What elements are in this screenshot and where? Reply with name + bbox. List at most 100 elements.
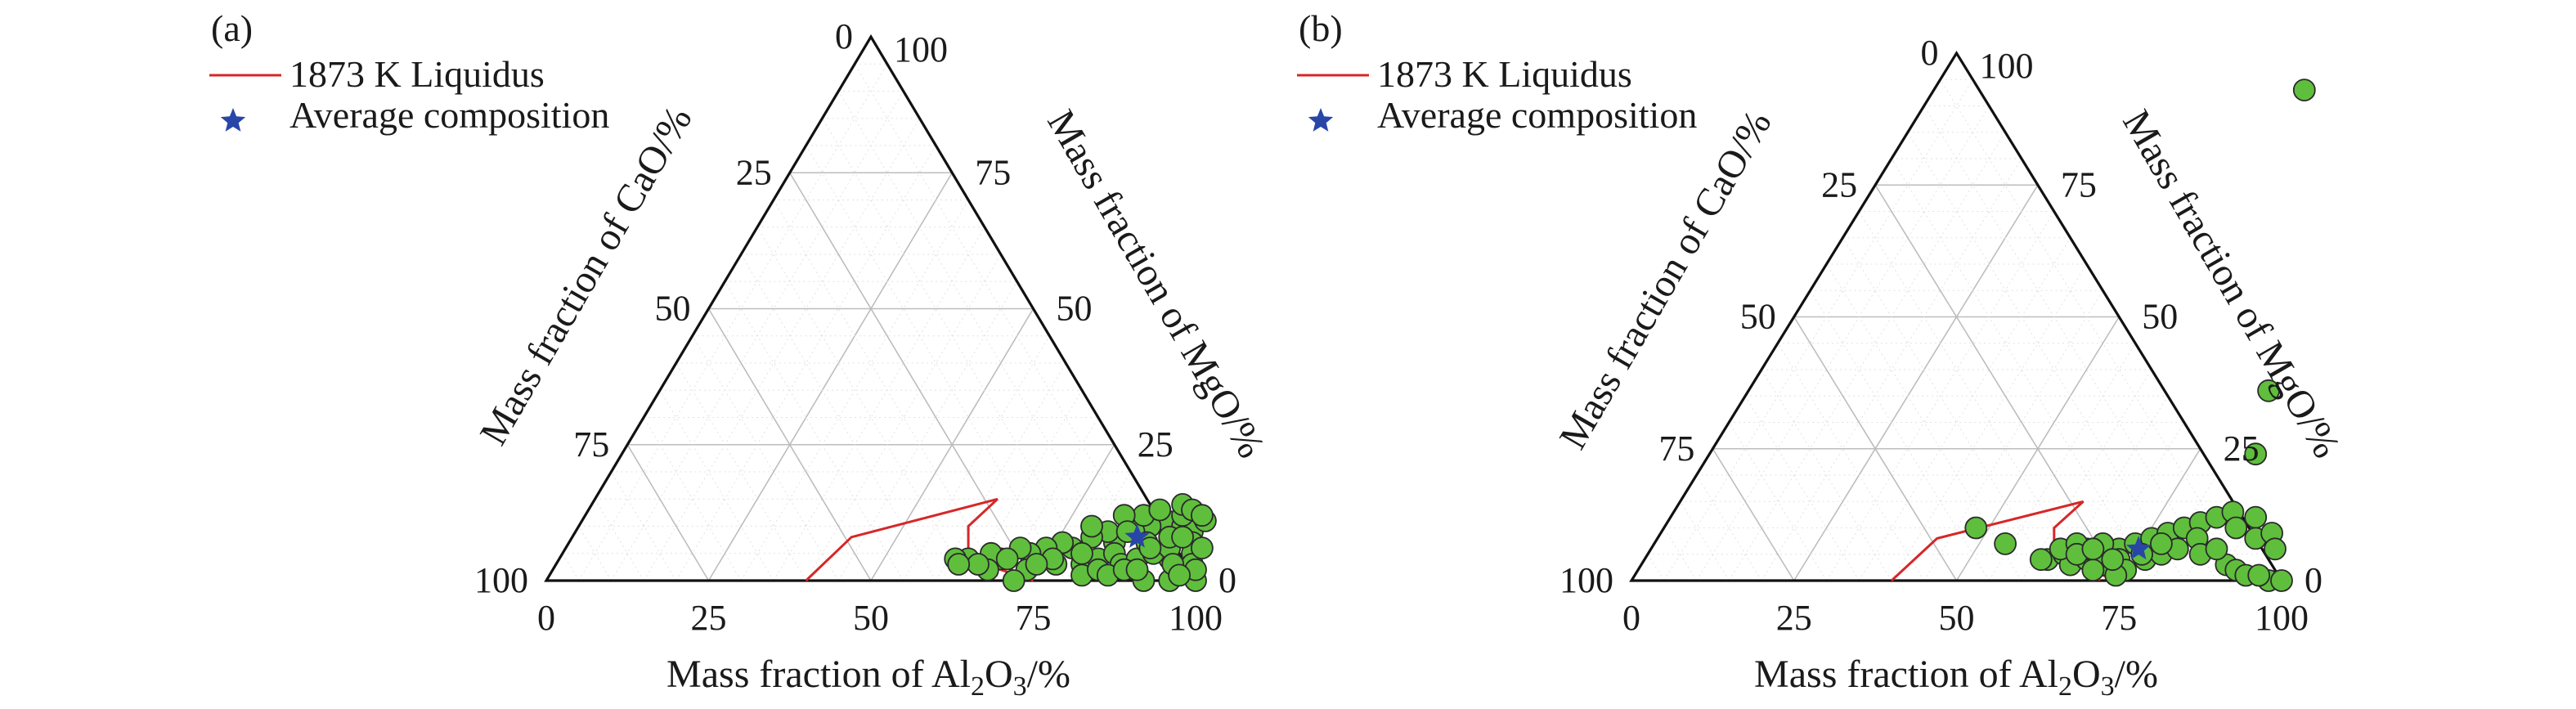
panel-a-tick-cao-50: 50 [655,289,691,329]
panel-b-tick-mgo-50: 50 [2142,297,2178,337]
panel-b-grid-cao-75 [1874,184,2120,581]
panel-a-grid-al2o3-15 [643,118,920,581]
panel-b-triangle-frame [1629,50,2284,582]
panel-a-tick-cao-0: 100 [474,560,528,600]
panel-b-tick-mgo-25: 25 [2224,429,2260,469]
panel-a-tick-mgo-50: 50 [1057,289,1093,329]
panel-b-legend: 1873 K Liquidus Average composition [1297,53,1697,136]
panel-b-grid-al2o3-25 [1793,184,2039,581]
panel-b-legend-average-label: Average composition [1377,94,1697,136]
panel-b-data-point-18 [2224,516,2248,540]
panel-b-label: (b) [1299,7,1343,49]
panel-a-grid-al2o3-45 [837,280,1018,581]
panel-a-grid-cao-80 [806,145,1066,581]
panel-b-frame [1629,50,2284,582]
panel-a-bottom-axis-title: Mass fraction of Al2O3/% [666,653,1070,702]
panel-b-data-point-45 [2149,532,2173,555]
panel-b-data-point-1 [2257,379,2281,402]
panel-a-grid-cao-50 [707,308,872,581]
panel-a-data-point-48 [1191,504,1214,527]
panel-b-data-point-28 [2247,563,2271,587]
panel-a-grid-cao-60 [740,254,936,581]
panel-a-tick-mgo-0: 0 [1218,560,1236,600]
panel-b-grid-cao-25 [1712,448,1795,581]
panel-a-grid-cao-40 [675,362,807,581]
panel-a-frame [544,34,1198,582]
panel-b-data-point-39 [2205,537,2228,561]
panel-b-grid-cao-80 [1891,158,2152,581]
panel-b-tick-al2o3-50: 50 [1939,598,1975,638]
panel-a-grid-al2o3-25 [707,172,953,581]
panel-a-grid-al2o3-35 [773,227,985,581]
panel-b-tick-al2o3-75: 75 [2101,598,2137,638]
panel-a-tick-cao-75: 25 [736,152,772,192]
panel-a-tick-al2o3-0: 0 [537,598,555,638]
panel-a-grid-cao-75 [789,172,1034,581]
panel-a-data-point-55 [967,553,990,576]
panel-b-grid-al2o3-65 [2053,395,2169,581]
panel-a-grid-cao-90 [837,91,1132,581]
panel-a-grid-al2o3-60 [935,362,1066,581]
panel-a-legend-liquidus-label: 1873 K Liquidus [289,53,545,95]
panel-b-grid-cao-40 [1761,369,1892,581]
panel-a-data-point-45 [1148,498,1172,522]
panel-a: (a) 1873 K Liquidus Average composition … [209,7,1273,702]
panel-a-right-axis-title: Mass fraction of MgO/% [1039,103,1273,465]
panel-b-grid-cao-95 [1940,79,2250,581]
panel-a-grid-cao-25 [626,444,710,581]
panel-a-grid-al2o3-5 [578,63,888,581]
panel-b-data-point-3 [1964,516,1988,540]
panel-a-tick-cao-25: 75 [573,424,609,464]
panel-b-legend-liquidus-label: 1873 K Liquidus [1377,53,1632,95]
panel-b-grid-cao-20 [1696,474,1762,581]
panel-a-data-point-49 [1080,514,1103,538]
panel-b-tick-cao-100: 0 [1921,33,1939,73]
panel-b-grid-cao-45 [1777,343,1925,581]
panel-a-data-point-56 [1002,569,1025,592]
panel-a-data-point-38 [1138,536,1162,559]
panel-a-grid [562,63,1180,581]
panel-a-grid-al2o3-55 [903,335,1050,581]
panel-b-tick-cao-50: 50 [1740,297,1776,337]
panel-b-data-point-43 [2081,559,2105,581]
panel-a-grid-cao-5 [562,553,580,581]
panel-b-data-point-27 [2270,569,2293,592]
panel-b-data-point-22 [2264,537,2287,561]
panel-b-average [2125,536,2152,560]
panel-a-grid-cao-30 [643,417,742,581]
panel-a-data-point-44 [1168,563,1191,587]
panel-a-tick-al2o3-100: 100 [1169,598,1223,638]
panel-b-grid-cao-60 [1826,263,2022,581]
panel-b-grid-cao-65 [1842,237,2055,581]
panel-b-grid-cao-30 [1728,422,1827,581]
panel-b-data-point-40 [2029,548,2053,572]
panel-a-grid-cao-20 [610,471,677,581]
panel-b-tick-mgo-75: 75 [2061,164,2097,204]
panel-a-data-point-57 [947,553,971,576]
panel-a-average-star [1124,523,1150,548]
panel-b-data-point-0 [2292,79,2316,101]
panel-b-tick-cao-25: 75 [1658,429,1694,469]
panel-b-grid-al2o3-35 [1858,237,2071,581]
panel-a-grid-cao-55 [724,280,904,581]
panel-b-data-point-48 [2101,548,2125,572]
panel-a-data-point-58 [1070,541,1093,565]
panel-a-legend: 1873 K Liquidus Average composition [209,53,609,136]
panel-b-data-point-4 [1994,532,2017,555]
panel-a-grid-cao-35 [659,389,774,581]
panel-b-grid-al2o3-20 [1761,158,2022,581]
panel-b-grid-al2o3-5 [1663,79,1973,581]
panel-b-points [1964,79,2316,592]
panel-b-grid-cao-70 [1858,211,2087,581]
panel-a-tick-al2o3-50: 50 [853,598,889,638]
panel-a-points [944,493,1217,592]
panel-a-legend-average-star [220,108,246,132]
panel-b-data-point-47 [2081,537,2105,561]
panel-a-grid-al2o3-20 [675,145,936,581]
panel-a-tick-mgo-25: 25 [1138,424,1174,464]
panel-b-average-star [2125,536,2152,560]
panel-b-grid-cao-15 [1680,500,1730,581]
